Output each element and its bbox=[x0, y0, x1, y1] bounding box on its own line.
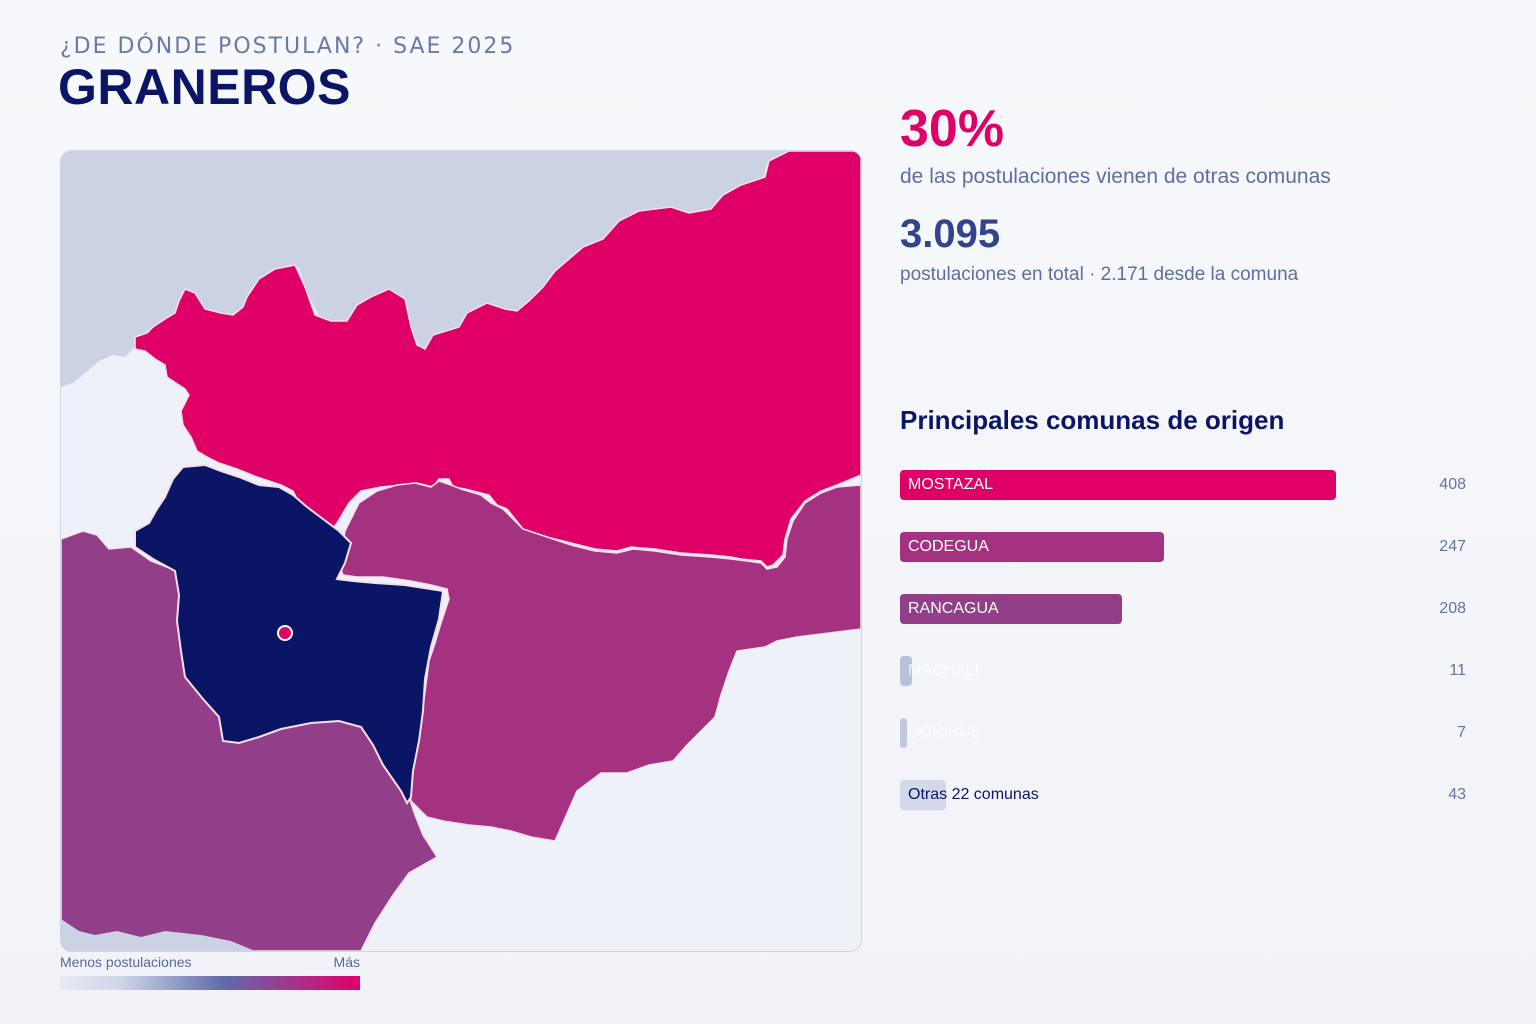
outside-applications-stat: 30% de las postulaciones vienen de otras… bbox=[900, 103, 1460, 189]
origin-value-mostazal: 408 bbox=[1439, 476, 1466, 493]
origins-title: Principales comunas de origen bbox=[900, 405, 1285, 435]
origin-bar-codegua bbox=[900, 532, 1164, 562]
origin-value-codegua: 247 bbox=[1439, 538, 1466, 555]
map-region-neutral-bottom-left bbox=[61, 919, 255, 951]
map-card bbox=[60, 150, 862, 952]
outside-applications-label: de las postulaciones vienen de otras com… bbox=[900, 165, 1331, 188]
origin-label-others: Otras 22 comunas bbox=[908, 786, 1039, 803]
map-region-neutral-top bbox=[61, 151, 789, 387]
page-title: GRANEROS bbox=[58, 59, 351, 115]
origin-row-others[interactable]: Otras 22 comunas 43 bbox=[900, 780, 1466, 842]
origin-row-donihue[interactable]: DOÑIHUE 7 bbox=[900, 718, 1466, 780]
outside-applications-percent: 30% bbox=[900, 100, 1005, 158]
total-applications-stat: 3.095 postulaciones en total · 2.171 des… bbox=[900, 214, 1460, 286]
origin-row-rancagua[interactable]: RANCAGUA 208 bbox=[900, 594, 1466, 656]
page-eyebrow: ¿DE DÓNDE POSTULAN? · SAE 2025 bbox=[60, 34, 516, 59]
origins-bar-list: MOSTAZAL 408 CODEGUA 247 RANCAGUA 208 MA… bbox=[900, 470, 1466, 842]
origin-value-donihue: 7 bbox=[1457, 724, 1466, 741]
origin-bar-machali bbox=[900, 656, 912, 686]
origin-bar-donihue bbox=[900, 718, 907, 748]
origin-value-others: 43 bbox=[1448, 786, 1466, 803]
total-applications-number: 3.095 bbox=[900, 212, 1001, 256]
origin-value-rancagua: 208 bbox=[1439, 600, 1466, 617]
legend-high-label: Más bbox=[333, 954, 360, 970]
map-region-lower-right-white bbox=[409, 629, 861, 951]
origin-row-machali[interactable]: MACHALÍ 11 bbox=[900, 656, 1466, 718]
legend-low-label: Menos postulaciones bbox=[60, 954, 192, 970]
origin-label-rancagua: RANCAGUA bbox=[908, 600, 999, 617]
commune-map[interactable] bbox=[61, 151, 861, 951]
origin-bar-mostazal bbox=[900, 470, 1336, 500]
legend-gradient-bar bbox=[60, 976, 360, 990]
origin-bar-others bbox=[900, 780, 946, 810]
origin-bar-rancagua bbox=[900, 594, 1122, 624]
map-legend: Menos postulaciones Más bbox=[60, 954, 360, 994]
origin-row-mostazal[interactable]: MOSTAZAL 408 bbox=[900, 470, 1466, 532]
origin-label-machali: MACHALÍ bbox=[908, 662, 980, 679]
map-region-mostazal[interactable] bbox=[134, 151, 861, 568]
origin-value-machali: 11 bbox=[1449, 662, 1466, 679]
origin-label-codegua: CODEGUA bbox=[908, 538, 989, 555]
origin-label-donihue: DOÑIHUE bbox=[908, 724, 982, 741]
origin-row-codegua[interactable]: CODEGUA 247 bbox=[900, 532, 1466, 594]
origin-label-mostazal: MOSTAZAL bbox=[908, 476, 994, 493]
selected-commune-marker bbox=[277, 625, 293, 641]
total-applications-label: postulaciones en total · 2.171 desde la … bbox=[900, 264, 1299, 285]
